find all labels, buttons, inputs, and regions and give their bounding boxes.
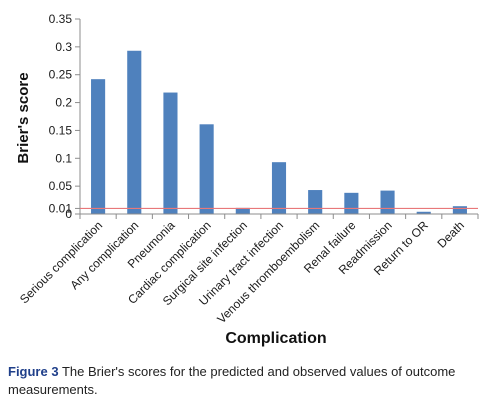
bars <box>91 50 467 215</box>
y-tick-label: 0.35 <box>49 12 73 26</box>
y-tick-label: 0.3 <box>55 40 72 54</box>
bar <box>127 50 142 214</box>
y-tick-label: 0.01 <box>49 201 73 215</box>
figure-caption: Figure 3 The Brier's scores for the pred… <box>8 363 480 399</box>
bar <box>199 124 214 214</box>
bar <box>308 190 323 214</box>
bar-chart: 00.01 0.05 0.1 0.15 0.2 0.25 0.3 0.35 Serious c… <box>15 12 479 347</box>
y-tick-label: 0 <box>65 207 72 221</box>
bar <box>235 207 250 214</box>
bar <box>271 162 287 214</box>
y-tick-label: 0.25 <box>49 68 73 82</box>
bar <box>452 206 467 214</box>
y-tick-label: 0.15 <box>49 123 73 137</box>
y-tick-label: 0.2 <box>55 96 72 110</box>
bar <box>380 190 395 214</box>
y-tick-label: 0.05 <box>49 179 73 193</box>
bar <box>344 192 359 214</box>
figure-label: Figure 3 <box>8 364 59 379</box>
x-axis-title: Complication <box>225 330 326 347</box>
x-tick-label: Death <box>434 218 467 251</box>
bar <box>416 211 431 214</box>
y-axis-ticks: 00.01 0.05 0.1 0.15 0.2 0.25 0.3 0.35 <box>49 12 80 221</box>
bar <box>91 79 106 215</box>
bar <box>163 92 178 214</box>
caption-text: The Brier's scores for the predicted and… <box>8 364 456 397</box>
y-axis-title: Brier's score <box>15 72 32 163</box>
y-tick-label: 0.1 <box>55 151 72 165</box>
